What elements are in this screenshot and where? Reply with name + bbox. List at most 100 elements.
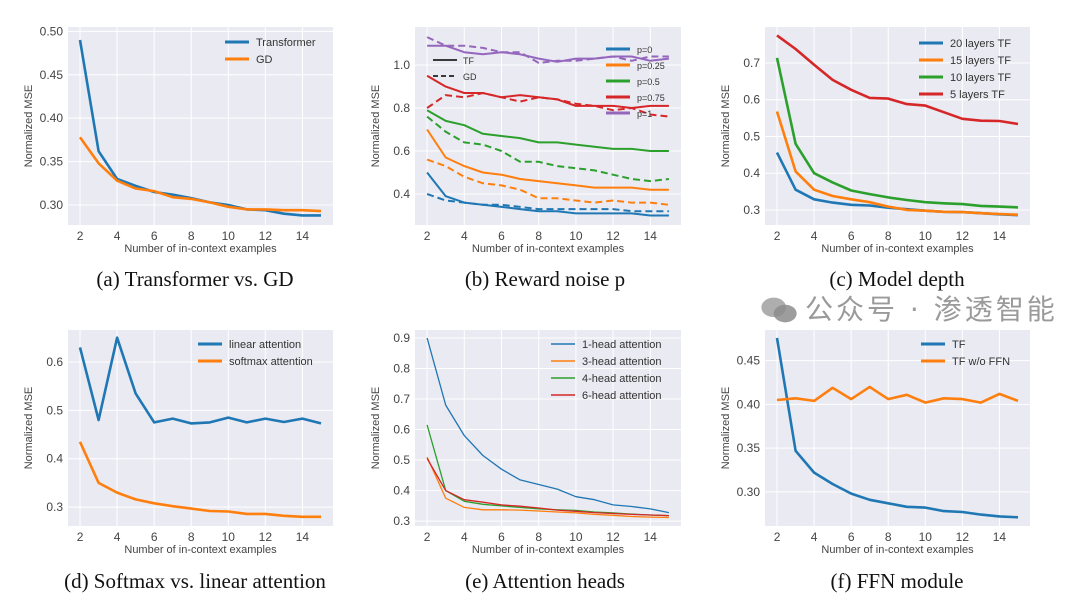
chart-b: 2 4 6 8 10 12 14 0.4 0.6 0.8 1.0 Number of in-conte…	[370, 27, 681, 255]
plot-area	[765, 330, 1030, 526]
series-line-p-0-5-gd	[426, 115, 670, 183]
x-tick-label: 14	[993, 530, 1007, 544]
x-tick-label: 12	[606, 229, 620, 243]
series-line-p-0	[426, 171, 669, 217]
x-tick-label: 10	[222, 229, 236, 243]
y-axis-label: Normalized MSE	[720, 85, 732, 168]
x-tick-label: 8	[535, 229, 542, 243]
legend-label: linear attention	[229, 339, 301, 351]
series-line-p-0-gd	[426, 193, 669, 213]
legend-label: Transformer	[256, 37, 316, 49]
x-tick-label: 8	[885, 229, 892, 243]
x-tick-label: 12	[606, 530, 620, 544]
series-line-p-0-25	[426, 128, 669, 191]
x-tick-label: 8	[188, 229, 195, 243]
wechat-icon	[761, 297, 797, 323]
y-tick-label: 0.3	[743, 203, 760, 217]
chart-e: 2 4 6 8 10 12 14 0.3 0.4 0.5 0.6 0.7 0.8 0.9 Number of…	[370, 330, 681, 556]
x-tick-label: 8	[188, 530, 195, 544]
x-tick-label: 6	[498, 229, 505, 243]
y-tick-label: 0.8	[393, 101, 410, 115]
x-axis-label: Number of in-context examples	[124, 544, 277, 556]
x-tick-label: 2	[77, 229, 84, 243]
series-line-10-layers-tf	[775, 57, 1019, 209]
y-tick-label: 0.45	[737, 354, 761, 368]
watermark: 公众号 · 渗透智能	[805, 293, 1058, 326]
x-tick-label: 8	[885, 530, 892, 544]
x-tick-label: 14	[296, 530, 310, 544]
y-tick-label: 0.4	[393, 187, 410, 201]
x-tick-label: 2	[424, 530, 431, 544]
plot-area	[415, 27, 681, 225]
plot-area	[68, 27, 333, 225]
y-tick-label: 0.35	[737, 441, 761, 455]
x-tick-label: 10	[569, 530, 583, 544]
caption-b: (b) Reward noise p	[464, 267, 626, 291]
x-tick-label: 8	[535, 530, 542, 544]
x-tick-label: 2	[774, 229, 781, 243]
y-tick-label: 0.6	[393, 423, 410, 437]
y-tick-label: 0.7	[743, 56, 760, 70]
series-line-tf	[775, 337, 1019, 519]
x-axis-label: Number of in-context examples	[821, 544, 974, 556]
style-legend-label: TF	[463, 56, 474, 66]
x-axis-label: Number of in-context examples	[821, 243, 974, 255]
y-tick-label: 0.8	[393, 361, 410, 375]
x-tick-label: 14	[993, 229, 1007, 243]
y-tick-label: 0.5	[46, 403, 63, 417]
legend-label: 5 layers TF	[950, 89, 1005, 101]
chart-a: 2 4 6 8 10 12 14 0.30 0.35 0.40 0.45 0.50 Number of …	[23, 24, 333, 255]
y-tick-label: 0.3	[46, 500, 63, 514]
x-tick-label: 4	[461, 229, 468, 243]
x-tick-label: 4	[114, 530, 121, 544]
x-tick-label: 14	[644, 530, 658, 544]
x-tick-label: 6	[151, 229, 158, 243]
x-axis-label: Number of in-context examples	[472, 243, 625, 255]
y-tick-label: 1.0	[393, 58, 410, 72]
y-tick-label: 0.6	[46, 355, 63, 369]
x-tick-label: 4	[461, 530, 468, 544]
x-tick-label: 14	[644, 229, 658, 243]
x-tick-label: 2	[774, 530, 781, 544]
y-tick-label: 0.4	[743, 166, 760, 180]
y-tick-label: 0.7	[393, 392, 410, 406]
legend-label: 3-head attention	[582, 356, 662, 368]
legend-label: 1-head attention	[582, 339, 662, 351]
y-tick-label: 0.5	[743, 129, 760, 143]
y-tick-label: 0.30	[40, 198, 64, 212]
series-line-gd	[78, 136, 322, 213]
caption-e: (e) Attention heads	[465, 569, 625, 593]
legend-label: 4-head attention	[582, 373, 662, 385]
y-tick-label: 0.5	[393, 453, 410, 467]
y-axis-label: Normalized MSE	[23, 85, 35, 168]
chart-c: 2 4 6 8 10 12 14 0.3 0.4 0.5 0.6 0.7 Number of in-co…	[720, 27, 1030, 255]
series-line-p-0-25-gd	[426, 158, 670, 206]
caption-a: (a) Transformer vs. GD	[96, 267, 294, 291]
y-tick-label: 0.45	[40, 68, 64, 82]
y-tick-label: 0.50	[40, 24, 64, 38]
x-tick-label: 12	[956, 229, 970, 243]
x-tick-label: 14	[296, 229, 310, 243]
x-tick-label: 4	[811, 530, 818, 544]
x-tick-label: 12	[259, 229, 273, 243]
caption-f: (f) FFN module	[830, 569, 964, 593]
y-tick-label: 0.40	[737, 397, 761, 411]
x-tick-label: 6	[498, 530, 505, 544]
style-legend-label: GD	[463, 72, 477, 82]
legend-label: p=0.75	[637, 93, 665, 103]
x-tick-label: 10	[569, 229, 583, 243]
legend-label: 6-head attention	[582, 390, 662, 402]
x-tick-label: 6	[151, 530, 158, 544]
y-axis-label: Normalized MSE	[23, 387, 35, 470]
x-tick-label: 4	[811, 229, 818, 243]
series-line-6-head-attention	[426, 458, 669, 517]
x-tick-label: 10	[919, 229, 933, 243]
chart-d: 2 4 6 8 10 12 14 0.3 0.4 0.5 0.6 Number of in-conte…	[23, 330, 333, 556]
series-line-5-layers-tf	[776, 34, 1019, 126]
y-axis-label: Normalized MSE	[370, 387, 382, 470]
series-line-tf-w-o-ffn	[776, 385, 1019, 404]
y-tick-label: 0.30	[737, 485, 761, 499]
legend-label: GD	[256, 54, 273, 66]
